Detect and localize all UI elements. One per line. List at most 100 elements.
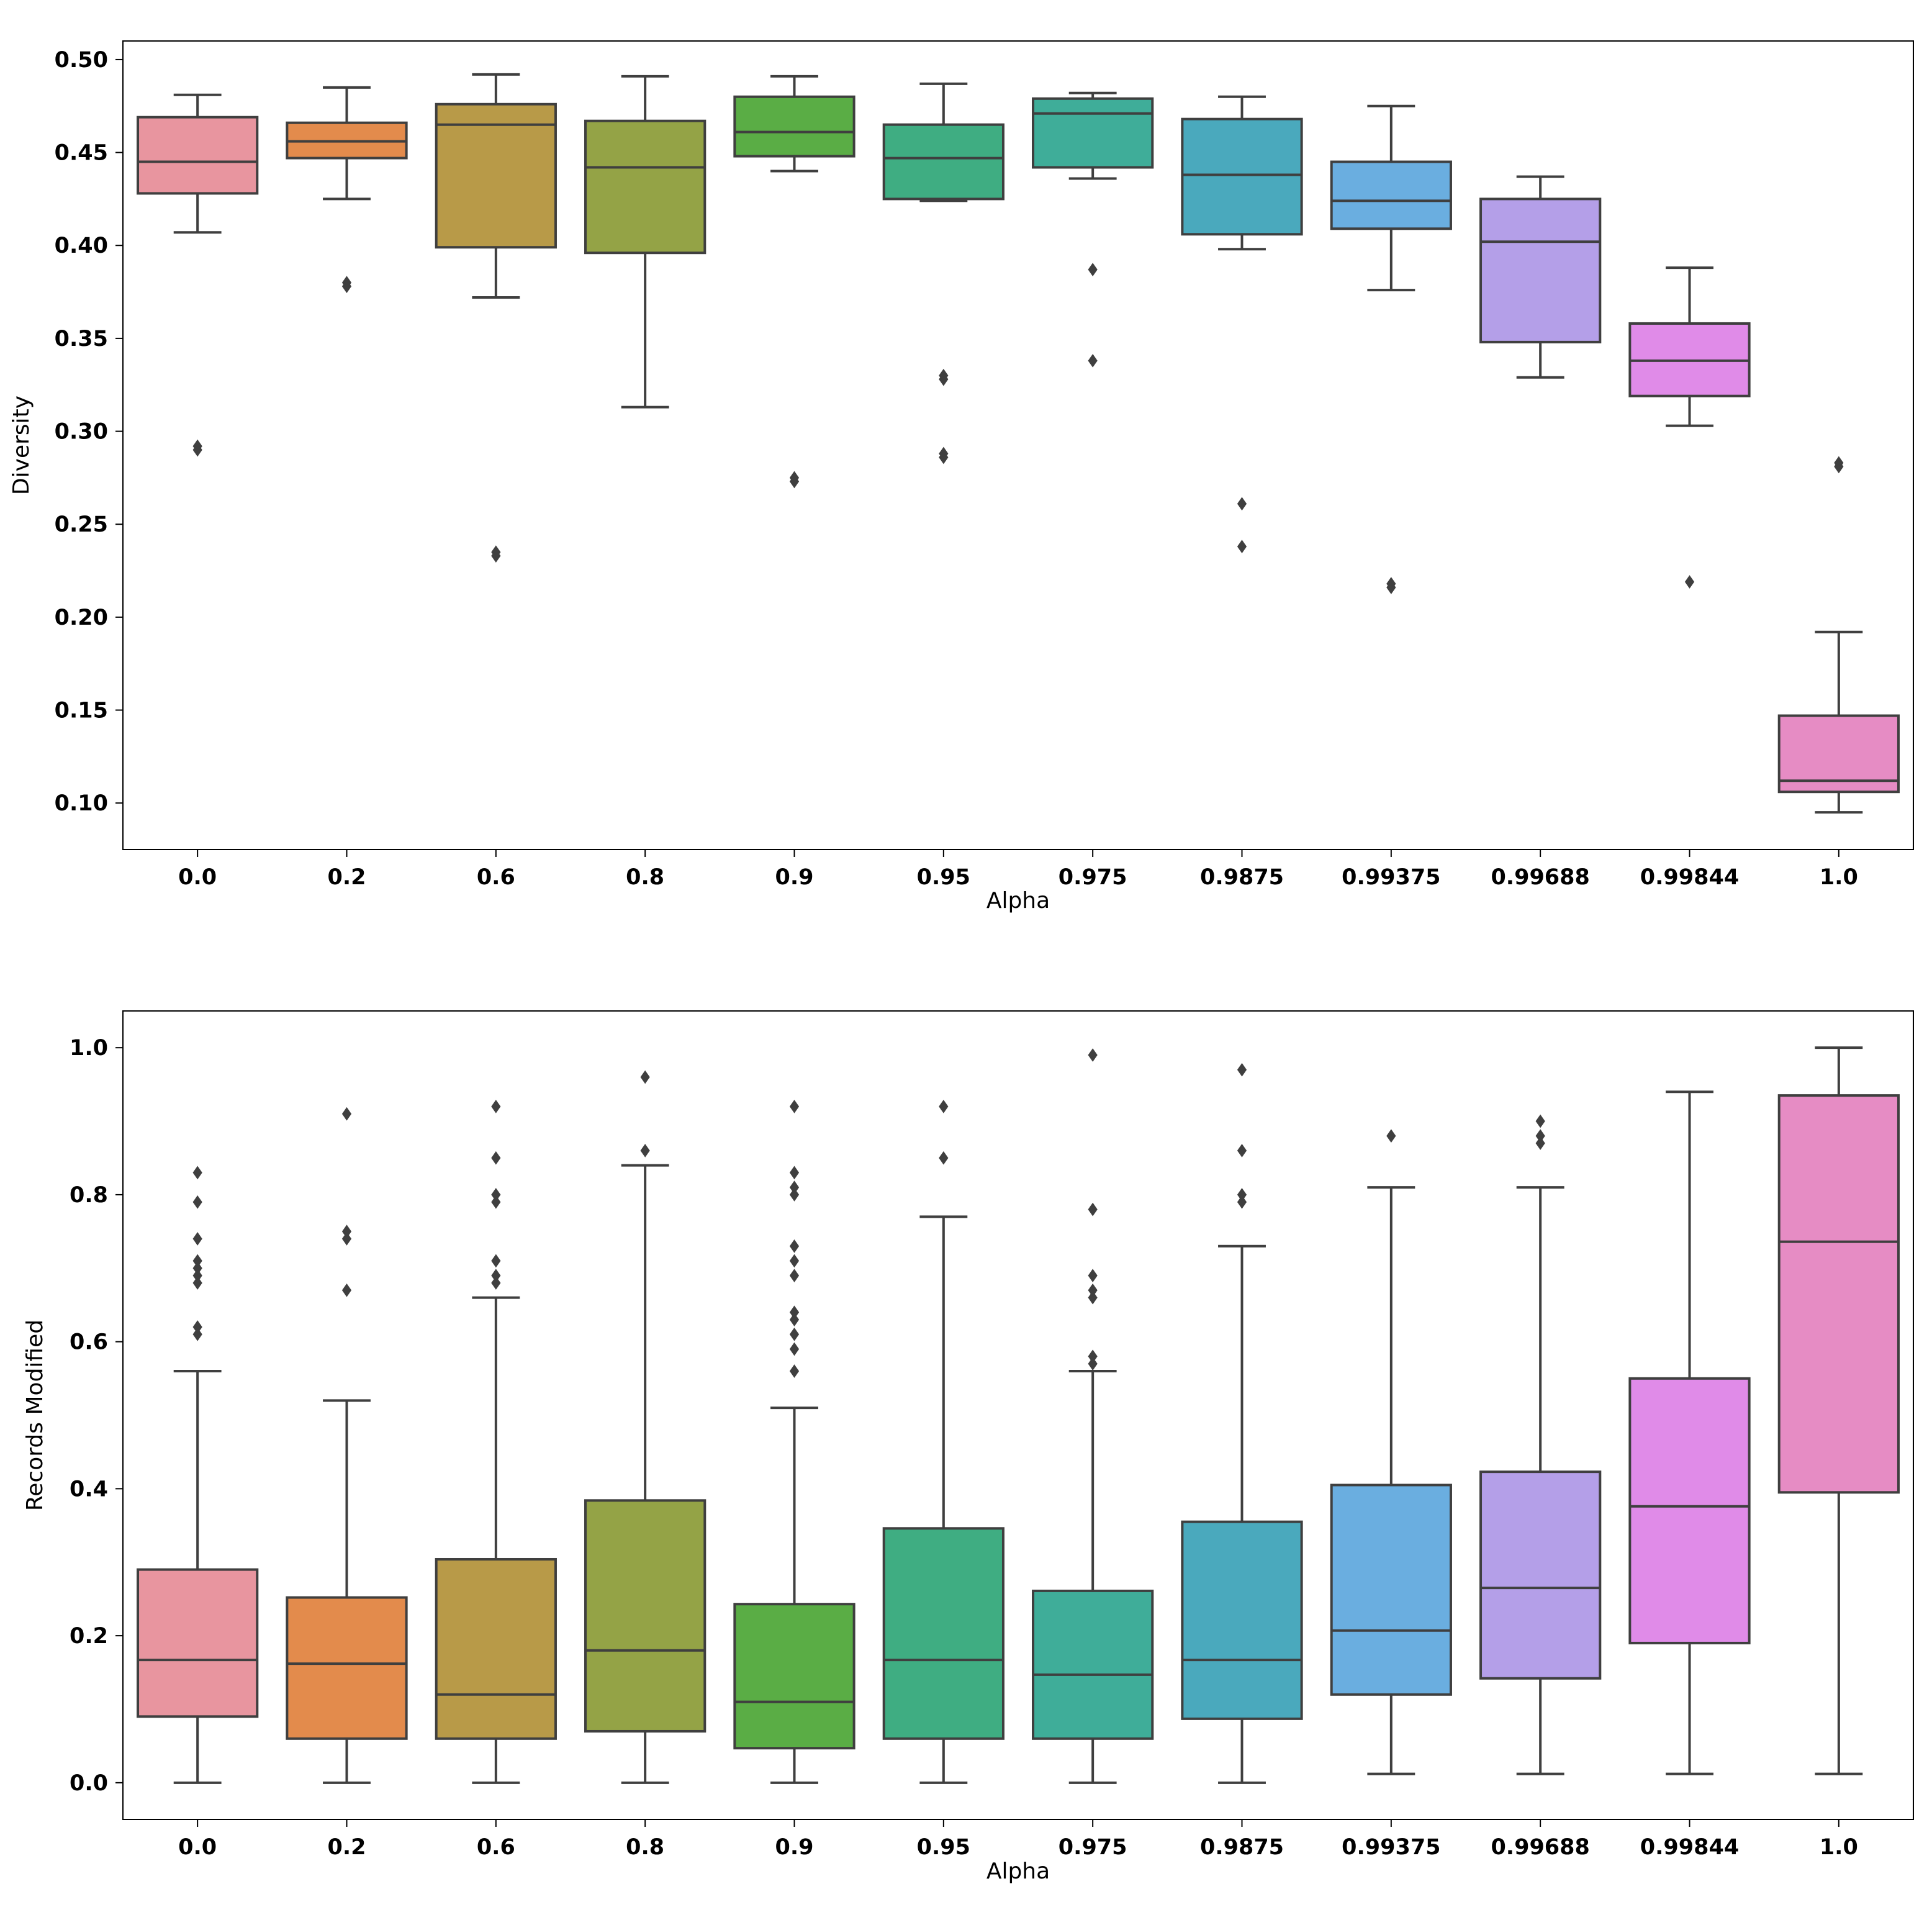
x-tick-label: 0.975 (1059, 865, 1127, 890)
outlier-point (1834, 456, 1844, 470)
x-tick-label: 0.99688 (1491, 865, 1589, 890)
outlier-point (789, 1166, 800, 1180)
x-tick-label: 0.0 (178, 865, 217, 890)
x-tick-label: 0.95 (917, 865, 970, 890)
outlier-point (192, 1320, 202, 1334)
x-tick-label: 0.8 (626, 865, 664, 890)
outlier-point (491, 1151, 501, 1165)
outlier-point (341, 1107, 352, 1121)
box-body (137, 1568, 259, 1718)
box-0.2 (286, 86, 408, 293)
x-tick-label: 0.99844 (1640, 1835, 1739, 1860)
outlier-point (1088, 1283, 1098, 1297)
outlier-point (1535, 1136, 1545, 1150)
outlier-point (192, 1269, 202, 1282)
outlier-point (1088, 1290, 1098, 1305)
outlier-point (1088, 1357, 1098, 1371)
x-tick-label: 1.0 (1820, 1835, 1858, 1860)
outlier-point (1684, 575, 1695, 589)
box-body (137, 116, 259, 195)
box-0.9875 (1181, 1062, 1303, 1784)
box-0.8 (584, 1070, 706, 1784)
chart-panel-1: 0.10 0.15 0.20 0.25 0.30 0.35 0.40 0.45 0.50 0.0 0… (9, 40, 1914, 913)
outlier-point (789, 1100, 800, 1113)
outlier-point (640, 1144, 650, 1158)
outlier-point (341, 276, 352, 289)
y-axis-title: Records Modified (22, 1320, 48, 1511)
outlier-point (789, 471, 800, 485)
outlier-point (491, 1276, 501, 1290)
box-body (1479, 1470, 1602, 1680)
box-body (584, 1499, 706, 1733)
y-tick-label: 0.35 (55, 327, 108, 351)
outlier-point (491, 1254, 501, 1268)
outlier-point (789, 1313, 800, 1326)
x-tick-label: 0.975 (1059, 1835, 1127, 1860)
box-body (1330, 1484, 1452, 1696)
box-0.0 (137, 93, 259, 457)
box-0.6 (435, 1100, 557, 1784)
outlier-point (789, 1269, 800, 1282)
outlier-point (640, 1070, 650, 1084)
box-0.95 (882, 1100, 1004, 1784)
x-tick-label: 1.0 (1820, 865, 1858, 890)
box-body (882, 123, 1004, 201)
box-0.9875 (1181, 95, 1303, 553)
chart-panel-2: 0.0 0.2 0.4 0.6 0.8 1.0 0.0 0.2 0.6 0.8 0.9 0.95 0.9… (22, 1010, 1914, 1884)
outlier-point (789, 1305, 800, 1320)
box-0.99844 (1628, 1090, 1751, 1775)
outlier-point (789, 1239, 800, 1253)
outlier-point (192, 1261, 202, 1275)
y-tick-label: 1.0 (70, 1036, 108, 1061)
outlier-point (192, 439, 202, 453)
outlier-point (1237, 497, 1247, 511)
box-body (435, 102, 557, 249)
box-0.6 (435, 73, 557, 563)
outlier-point (1088, 1202, 1098, 1217)
box-body (1777, 714, 1900, 794)
outlier-point (341, 1232, 352, 1246)
outlier-point (939, 1100, 949, 1113)
outlier-point (789, 1342, 800, 1356)
box-0.975 (1032, 91, 1154, 368)
box-0.8 (584, 75, 706, 409)
x-tick-label: 0.95 (917, 1835, 970, 1860)
outlier-point (789, 1364, 800, 1378)
outlier-point (1237, 1144, 1247, 1158)
box-0.9 (733, 1100, 855, 1784)
plot-area-frame (122, 1010, 1914, 1820)
outlier-point (1237, 1195, 1247, 1209)
x-tick-label: 0.6 (477, 1835, 515, 1860)
x-tick-label: 0.9 (775, 1835, 813, 1860)
x-tick-label: 0.2 (327, 1835, 366, 1860)
y-tick-label: 0.25 (55, 512, 108, 537)
box-body (435, 1557, 557, 1740)
outlier-point (192, 1166, 202, 1180)
outlier-point (1088, 1269, 1098, 1282)
outlier-point (341, 1225, 352, 1238)
box-body (882, 1527, 1004, 1740)
outlier-point (491, 1269, 501, 1282)
y-tick-label: 0.40 (55, 233, 108, 258)
outlier-point (939, 1151, 949, 1165)
box-body (1479, 197, 1602, 343)
box-1.0 (1777, 1046, 1900, 1775)
outlier-point (789, 1188, 800, 1202)
x-tick-label: 0.0 (178, 1835, 217, 1860)
outlier-point (192, 1232, 202, 1246)
box-body (1181, 1520, 1303, 1720)
box-body (1777, 1094, 1900, 1494)
y-axis-title: Diversity (9, 396, 34, 495)
outlier-point (789, 1180, 800, 1194)
box-0.99844 (1628, 266, 1751, 589)
x-tick-label: 0.99375 (1342, 1835, 1440, 1860)
y-tick-label: 0.6 (70, 1330, 108, 1355)
outlier-point (1535, 1114, 1545, 1128)
outlier-point (192, 1254, 202, 1268)
x-tick-label: 0.99844 (1640, 865, 1739, 890)
y-tick-label: 0.4 (70, 1477, 108, 1502)
x-tick-label: 0.99688 (1491, 1835, 1589, 1860)
outlier-point (192, 1195, 202, 1209)
box-0.99375 (1330, 104, 1452, 594)
y-tick-label: 0.8 (70, 1183, 108, 1208)
